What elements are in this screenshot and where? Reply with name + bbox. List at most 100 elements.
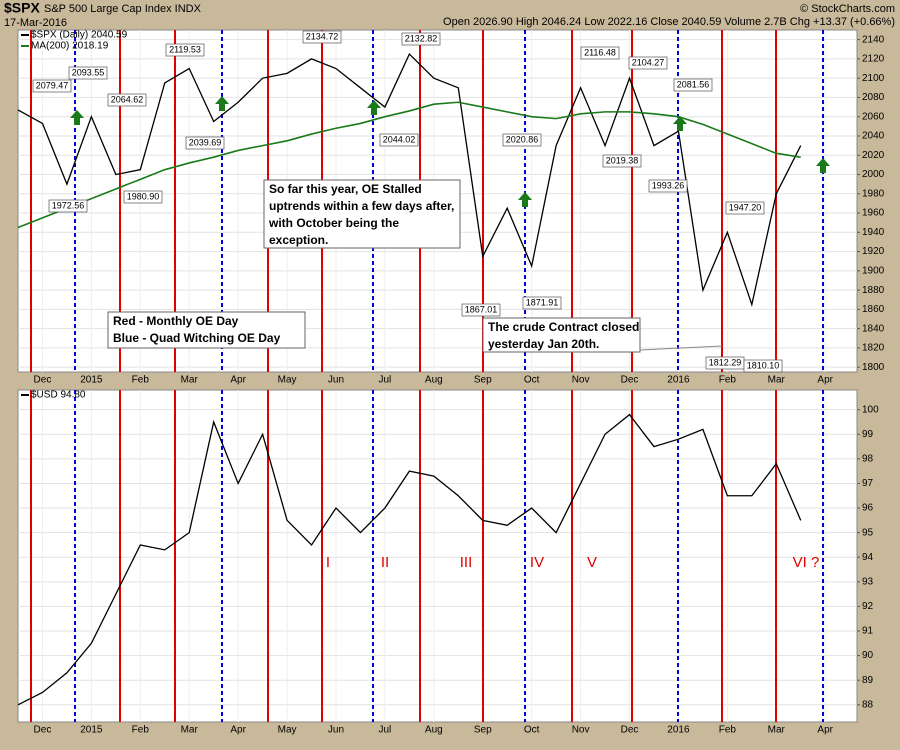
y-tick-label: 1980 <box>862 188 885 199</box>
note-box <box>482 317 641 353</box>
price-label: 2020.86 <box>506 134 539 144</box>
x-tick-label: Oct <box>524 375 540 386</box>
y-tick-label: 1860 <box>862 304 885 315</box>
arrow-icon <box>518 192 532 207</box>
y-tick-label: 92 <box>862 601 874 612</box>
price-label: 1871.91 <box>526 297 559 307</box>
roman-numeral: IV <box>530 554 544 571</box>
y-tick-label: 99 <box>862 429 874 440</box>
price-label-box <box>673 78 713 92</box>
price-label-box <box>68 66 108 80</box>
note-text: uptrends within a few days after, <box>269 199 454 213</box>
arrow-icon <box>816 158 830 173</box>
y-tick-label: 2060 <box>862 111 885 122</box>
note-text: exception. <box>269 233 328 247</box>
price-label: 1812.29 <box>709 357 742 367</box>
note-text: So far this year, OE Stalled <box>269 182 422 196</box>
roman-numeral: II <box>381 554 389 571</box>
x-tick-label: Mar <box>181 375 199 386</box>
price-label: 2093.55 <box>72 67 105 77</box>
roman-numeral: V <box>587 554 597 571</box>
price-label: 2044.02 <box>383 134 416 144</box>
symbol: $SPX <box>4 0 40 16</box>
price-label-box <box>502 133 542 147</box>
x-tick-label: Sep <box>474 375 492 386</box>
plot-area <box>17 389 858 723</box>
price-label: 2081.56 <box>677 79 710 89</box>
x-tick-label: 2016 <box>667 375 690 386</box>
note-text: Blue - Quad Witching OE Day <box>113 331 281 345</box>
arrow-icon <box>673 116 687 131</box>
x-tick-label: Mar <box>768 725 786 736</box>
price-label: 2119.53 <box>169 44 201 54</box>
price-label: 1980.90 <box>127 191 160 201</box>
y-tick-label: 1840 <box>862 323 885 334</box>
price-label-box <box>107 93 147 107</box>
y-tick-label: 2020 <box>862 150 885 161</box>
x-tick-label: Apr <box>817 375 833 386</box>
y-tick-label: 91 <box>862 626 874 637</box>
y-tick-label: 1900 <box>862 265 885 276</box>
note-text: The crude Contract closed <box>488 320 639 334</box>
x-tick-label: Nov <box>572 725 590 736</box>
price-label: 2019.38 <box>606 155 639 165</box>
note-pointer <box>639 345 723 351</box>
series-line <box>17 101 801 229</box>
price-label-box <box>628 56 668 70</box>
y-tick-label: 96 <box>862 503 874 514</box>
legend-entry: MA(200) 2018.19 <box>31 41 109 52</box>
x-tick-label: Jun <box>328 375 344 386</box>
x-tick-label: Oct <box>524 725 540 736</box>
price-label: 2116.48 <box>584 47 616 57</box>
y-tick-label: 89 <box>862 675 874 686</box>
price-label: 2064.62 <box>111 94 144 104</box>
y-tick-label: 90 <box>862 650 874 661</box>
arrow-icon <box>215 96 229 111</box>
y-tick-label: 2120 <box>862 54 885 65</box>
y-tick-label: 93 <box>862 576 874 587</box>
y-tick-label: 1800 <box>862 362 885 373</box>
x-tick-label: Mar <box>181 725 199 736</box>
x-tick-label: Apr <box>230 725 246 736</box>
y-tick-label: 1880 <box>862 285 885 296</box>
price-label: 2134.72 <box>306 31 339 41</box>
price-label-box <box>401 32 441 46</box>
credit: © StockCharts.com <box>800 3 895 15</box>
legend-entry: $USD 94.80 <box>31 390 86 401</box>
note-text: yesterday Jan 20th. <box>488 337 599 351</box>
x-tick-label: Sep <box>474 725 492 736</box>
x-tick-label: Dec <box>34 375 52 386</box>
price-label: 2104.27 <box>632 57 665 67</box>
price-label: 1993.26 <box>652 180 685 190</box>
y-tick-label: 98 <box>862 453 874 464</box>
price-label-box <box>743 359 783 373</box>
price-label-box <box>32 79 72 93</box>
x-tick-label: Aug <box>425 725 443 736</box>
y-tick-label: 2000 <box>862 169 885 180</box>
arrow-icon <box>70 110 84 125</box>
price-label: 1972.56 <box>52 200 85 210</box>
roman-numeral: III <box>460 554 473 571</box>
price-label-box <box>648 179 688 193</box>
x-tick-label: Feb <box>132 375 150 386</box>
index-name: S&P 500 Large Cap Index INDX <box>44 3 202 15</box>
price-label: 1810.10 <box>747 360 780 370</box>
price-label-box <box>522 296 562 310</box>
date: 17-Mar-2016 <box>4 17 67 29</box>
y-tick-label: 1920 <box>862 246 885 257</box>
x-tick-label: May <box>278 725 297 736</box>
price-label-box <box>165 43 205 57</box>
x-tick-label: Nov <box>572 375 590 386</box>
y-tick-label: 2080 <box>862 92 885 103</box>
price-label: 2132.82 <box>405 33 438 43</box>
x-tick-label: Apr <box>230 375 246 386</box>
x-tick-label: Mar <box>768 375 786 386</box>
series-line <box>17 52 802 307</box>
arrow-icon <box>367 100 381 115</box>
price-label: 1947.20 <box>729 202 762 212</box>
price-label-box <box>302 30 342 44</box>
price-label-box <box>48 199 88 213</box>
price-label: 1867.01 <box>465 304 498 314</box>
y-tick-label: 2040 <box>862 131 885 142</box>
